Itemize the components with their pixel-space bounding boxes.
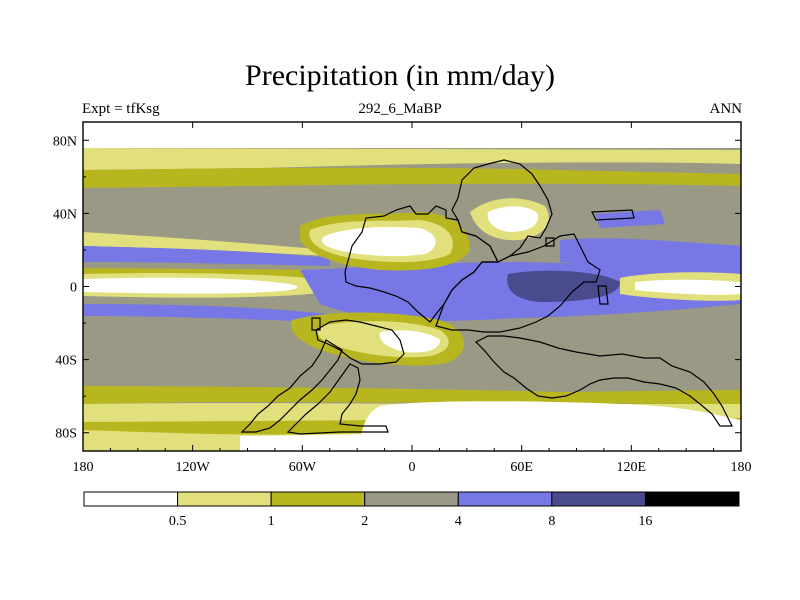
island-d-outline [545,237,555,247]
island-b-outline [597,285,609,305]
colorbar-label: 8 [548,514,555,529]
colorbar-swatch [364,491,459,507]
season-label: ANN [709,101,743,117]
lon-tick-label: 120W [176,460,211,475]
south-moderate-band [83,386,741,404]
colorbar-label: 2 [361,514,368,529]
lat-tick-label: 80S [55,427,77,442]
continent-e-outline [474,335,733,427]
precipitation-field [83,122,741,451]
indian-ocean-very-wet [507,270,620,302]
continent-f-outline [240,339,343,433]
map-title: Precipitation (in mm/day) [245,59,555,92]
north-moderate-band [83,167,741,188]
lon-tick-label: 180 [73,460,94,475]
lon-tick-label: 120E [617,460,647,475]
colorbar: 0.5 1 2 4 8 16 [83,491,740,529]
equator-dry-tongue-west [83,277,298,294]
northwest-pacific-wet [560,238,741,270]
colorbar-swatch [270,491,366,507]
north-itcz-wet-band [83,246,330,266]
continent-a-dry-core [321,226,436,257]
lon-tick-label: 60W [289,460,317,475]
axis-ticks: 180 120W 60W 0 60E 120E 180 80N 40N 0 40S 80S [53,122,752,475]
continent-b-dry-core [487,206,539,232]
north-subtropic-light [83,232,330,256]
continent-g-outline [286,363,389,435]
colorbar-label: 16 [638,514,652,529]
lon-tick-label: 0 [409,460,416,475]
continent-c-outline [315,319,405,365]
continent-d-outline [435,233,601,333]
lon-tick-label: 60E [510,460,533,475]
continent-b-outline [451,159,553,263]
island-a-outline [591,209,635,221]
antarctic-dry-east [360,401,741,451]
colorbar-label: 0.5 [169,514,187,529]
colorbar-swatch [457,491,553,507]
equator-dry-tongue-east [635,279,741,295]
lon-tick-label: 180 [731,460,752,475]
colorbar-swatch [177,491,272,507]
south-itcz-wet-band [83,304,330,322]
continent-c-dry-core [379,330,440,353]
lat-tick-label: 40S [55,354,77,369]
colorbar-swatch [551,491,646,507]
island-c-outline [311,317,321,331]
period-label: 292_6_MaBP [358,101,442,117]
antarctic-dry-west [240,434,380,451]
north-pacific-wet-patch [595,210,665,228]
colorbar-label: 4 [455,514,462,529]
colorbar-swatch [83,491,179,507]
colorbar-swatch [644,491,740,507]
lat-tick-label: 80N [53,134,77,149]
lat-tick-label: 40N [53,207,77,222]
continent-outlines [240,159,733,435]
arctic-light-band [83,148,741,170]
lat-tick-label: 0 [70,281,77,296]
colorbar-label: 1 [268,514,275,529]
experiment-label: Expt = tfKsg [82,101,160,117]
